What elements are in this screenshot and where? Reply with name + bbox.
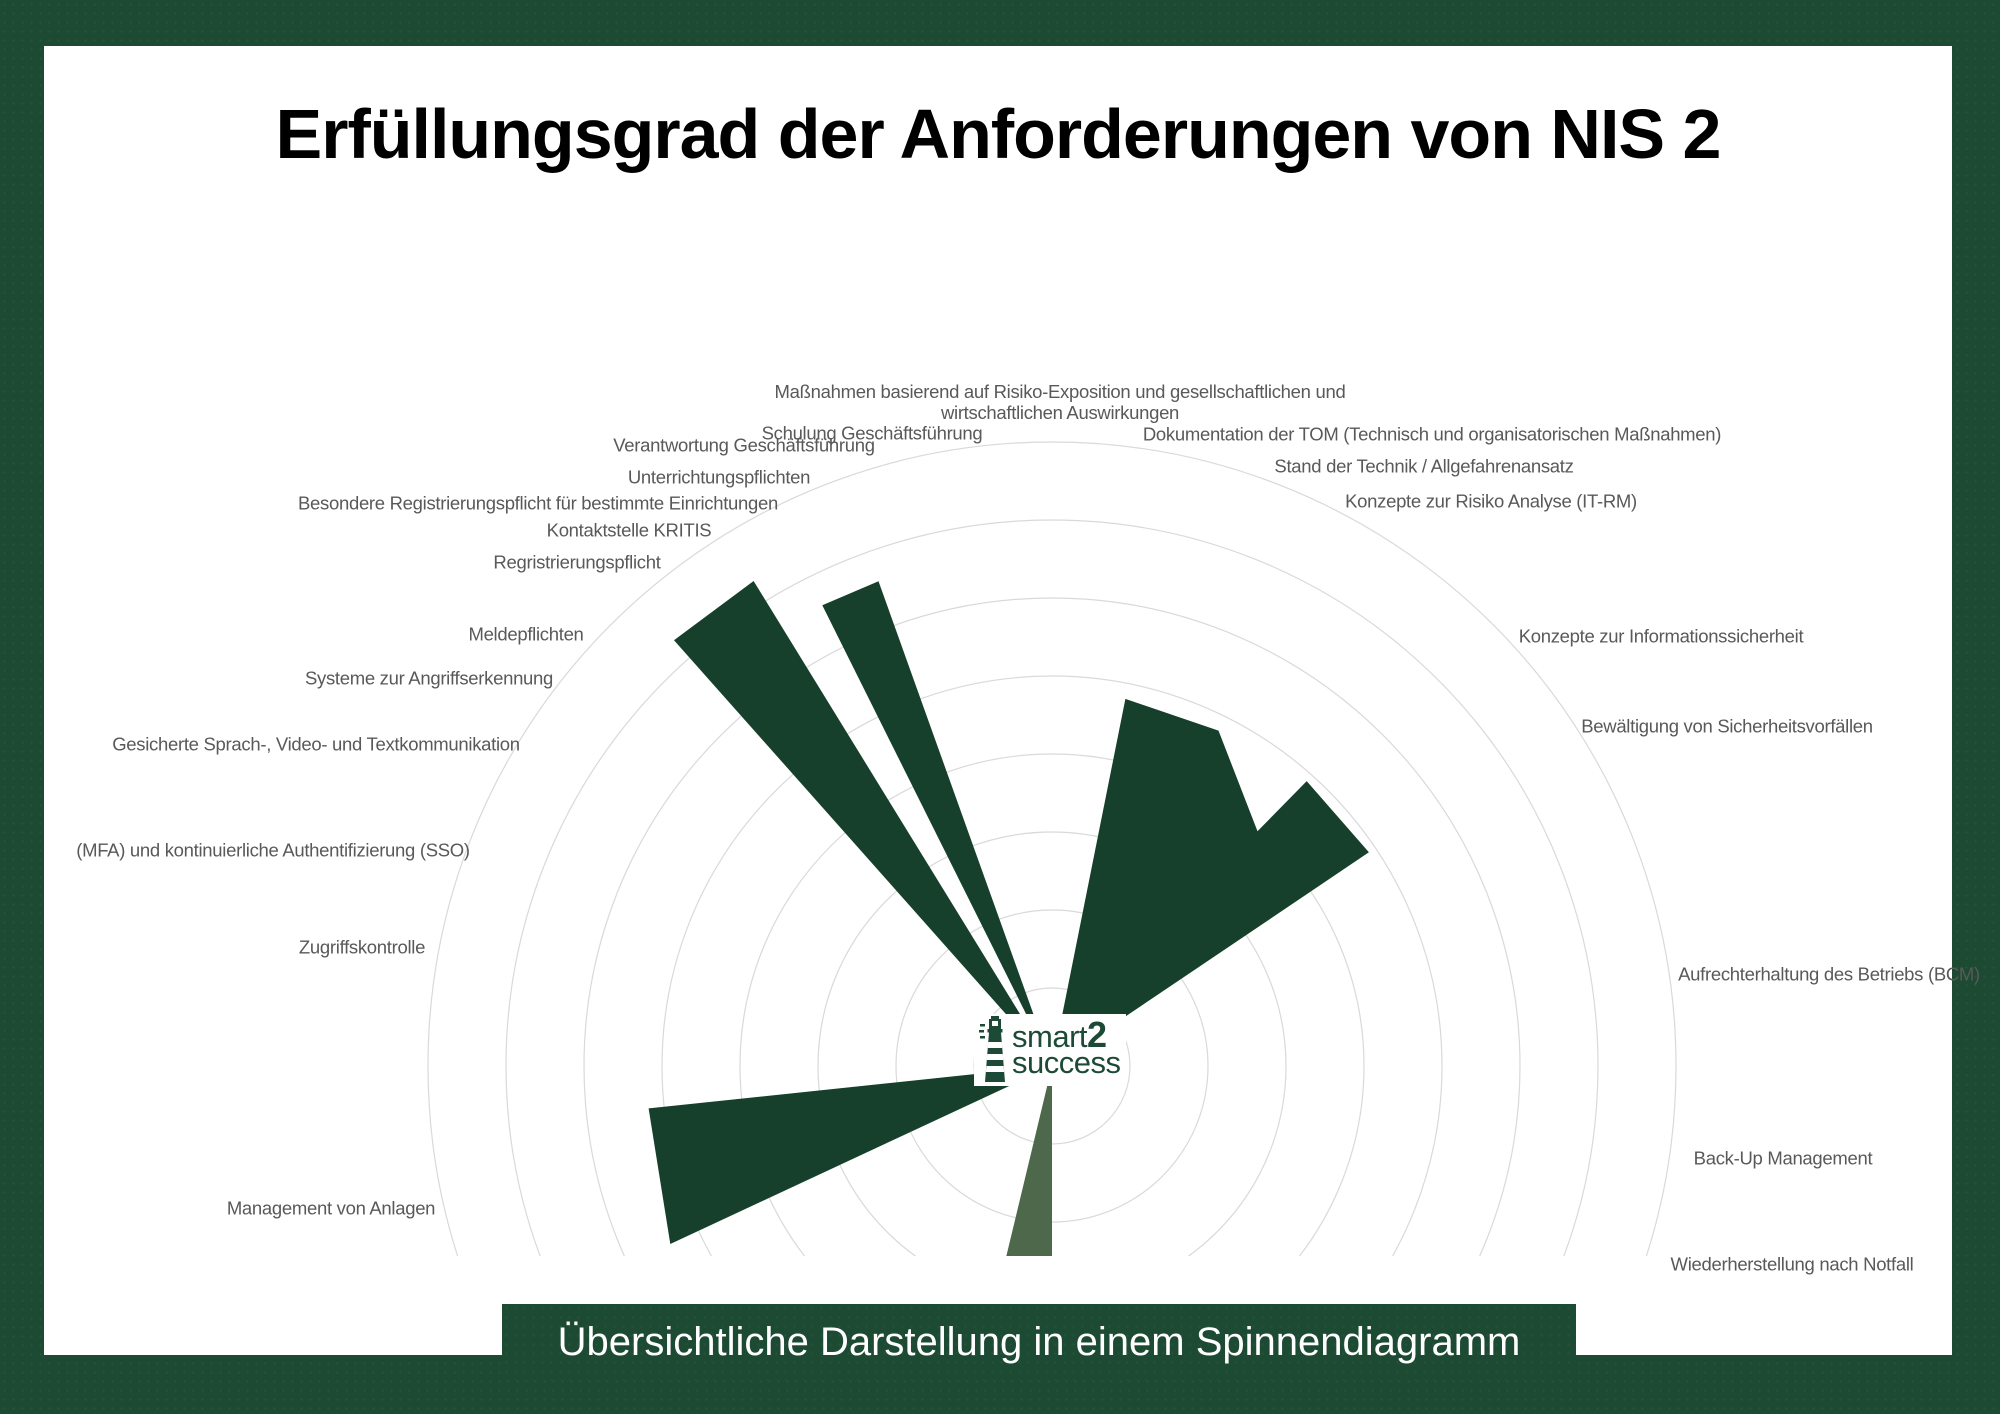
category-label: Dokumentation der TOM (Technisch und org… xyxy=(1142,423,1722,445)
logo: smart2 success xyxy=(974,1014,1127,1086)
gridline-ring xyxy=(583,597,1521,1256)
page-title: Erfüllungsgrad der Anforderungen von NIS… xyxy=(275,95,1722,173)
logo-word-success: success xyxy=(1012,1045,1121,1080)
gridline-ring xyxy=(739,753,1365,1256)
category-label: Maßnahmen basierend auf Risiko-Expositio… xyxy=(774,381,1346,423)
radar-data-wedges xyxy=(648,581,1369,1256)
caption-bar: Übersichtliche Darstellung in einem Spin… xyxy=(502,1304,1576,1380)
gridline-ring xyxy=(427,441,1677,1256)
gridline-ring xyxy=(505,519,1599,1256)
category-label: Meldepflichten xyxy=(468,623,584,645)
logo-digit-2: 2 xyxy=(1087,1014,1107,1055)
category-label: Unterrichtungspflichten xyxy=(627,466,811,488)
data-wedge xyxy=(674,581,1052,1066)
category-label: Wiederherstellung nach Notfall xyxy=(1670,1253,1914,1275)
logo-word-smart: smart xyxy=(1012,1019,1088,1054)
category-label: Schulung Geschäftsführung xyxy=(761,422,983,444)
category-label: Verantwortung Geschäftsführung xyxy=(613,434,875,456)
caption-text: Übersichtliche Darstellung in einem Spin… xyxy=(557,1319,1521,1364)
category-label: Stand der Technik / Allgefahrenansatz xyxy=(1274,455,1574,477)
logo-text: smart2 success xyxy=(1012,1017,1121,1079)
data-wedge xyxy=(1052,698,1369,1066)
category-label: Gesicherte Sprach-, Video- und Textkommu… xyxy=(112,733,520,755)
lighthouse-icon xyxy=(979,1016,1005,1082)
data-wedge xyxy=(822,581,1052,1066)
data-wedge xyxy=(648,1066,1052,1244)
content-area: Erfüllungsgrad der Anforderungen von NIS… xyxy=(44,46,1980,1380)
category-label: Konzepte zur Informationssicherheit xyxy=(1518,625,1804,647)
gridline-ring xyxy=(817,831,1287,1256)
category-label: (MFA) und kontinuierliche Authentifizier… xyxy=(76,839,470,861)
data-wedge xyxy=(1006,1066,1052,1256)
category-label: Regristrierungspflicht xyxy=(493,551,661,573)
category-label: Aufrechterhaltung des Betriebs (BCM) xyxy=(1678,963,1980,985)
category-label: Besondere Registrierungspflicht für best… xyxy=(298,492,778,514)
category-label: Kontaktstelle KRITIS xyxy=(546,519,712,541)
category-label: Systeme zur Angriffserkennung xyxy=(304,667,554,689)
category-label: Back-Up Management xyxy=(1693,1147,1873,1169)
category-label: Management von Anlagen xyxy=(226,1197,436,1219)
category-label: Bewältigung von Sicherheitsvorfällen xyxy=(1581,715,1873,737)
category-label: Zugriffskontrolle xyxy=(298,936,426,958)
category-label: Konzepte zur Risiko Analyse (IT-RM) xyxy=(1345,490,1637,512)
gridline-ring xyxy=(661,675,1443,1256)
